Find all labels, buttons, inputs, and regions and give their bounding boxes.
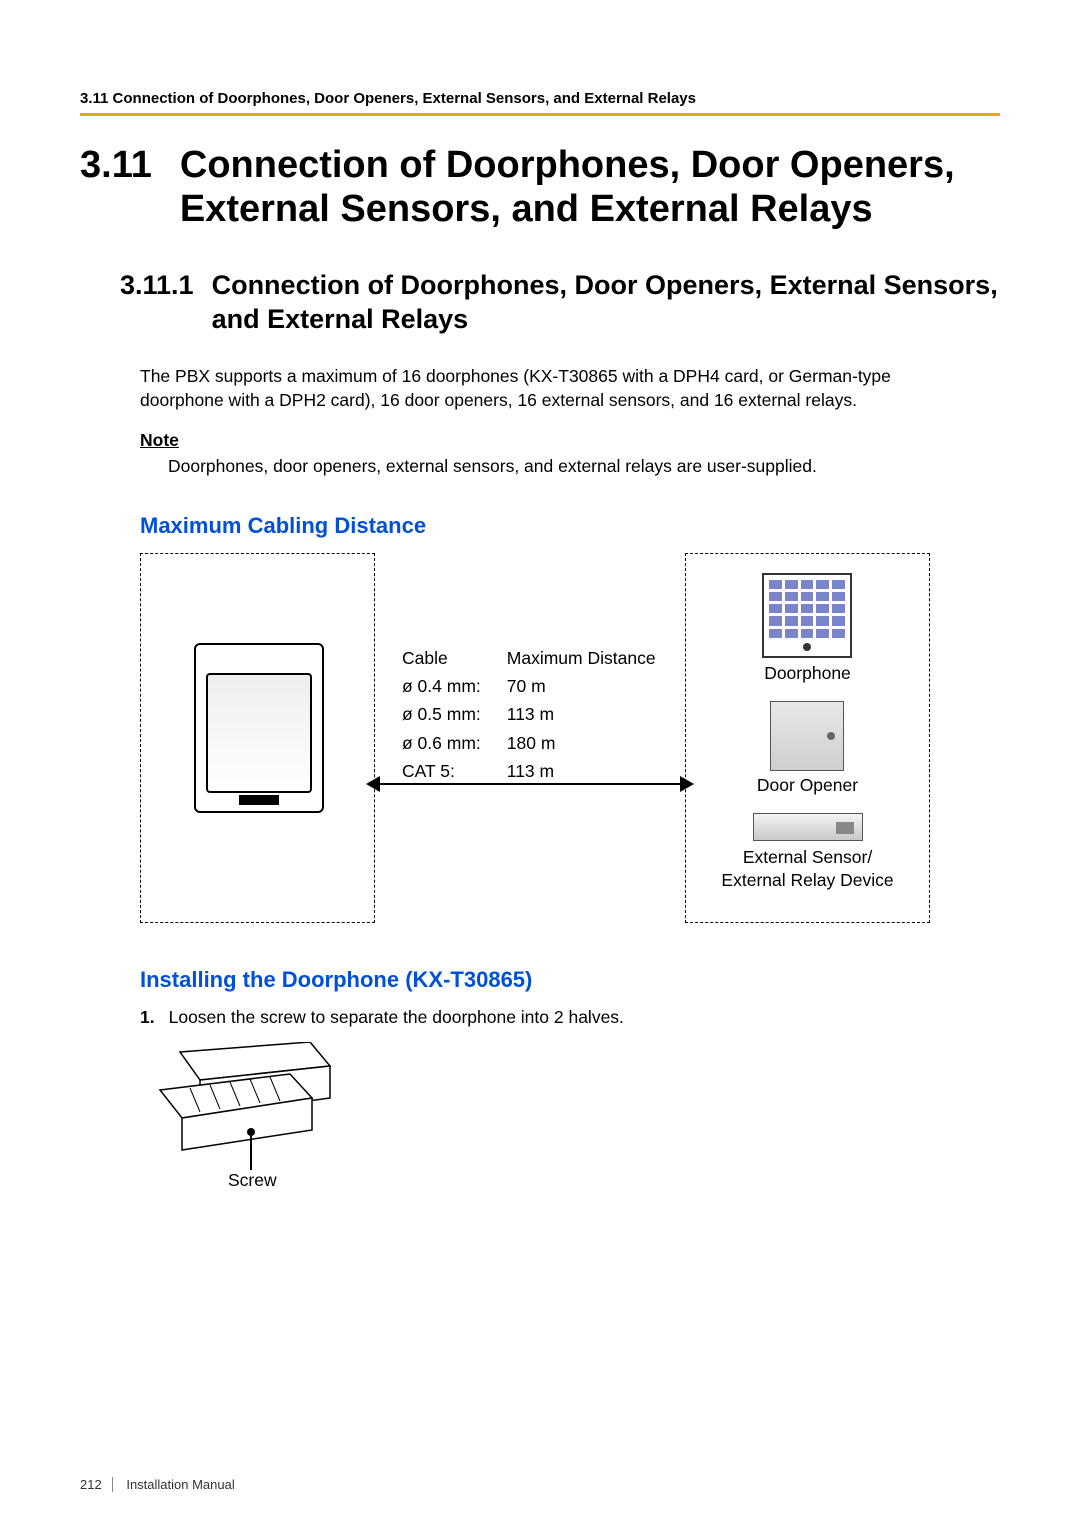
distance-header: Maximum Distance [507,645,680,671]
section-number: 3.11 [80,144,152,188]
subsection-number: 3.11.1 [120,269,194,303]
section-title: 3.11 Connection of Doorphones, Door Open… [80,144,1000,231]
cable-row: CAT 5: [402,758,505,784]
cable-header: Cable [402,645,505,671]
cable-row: ø 0.5 mm: [402,701,505,727]
note-text: Doorphones, door openers, external senso… [168,455,1000,479]
intro-paragraph: The PBX supports a maximum of 16 doorpho… [140,365,960,412]
door-opener-icon [770,701,844,771]
door-opener-label: Door Opener [685,775,930,796]
distance-row: 113 m [507,701,680,727]
doorphone-halves-drawing: Screw [140,1042,340,1202]
pbx-unit-icon [194,643,324,813]
screw-leader-line [250,1136,252,1170]
step-text: Loosen the screw to separate the doorpho… [169,1007,624,1028]
arrow-line [374,783,685,785]
page-footer: 212 Installation Manual [80,1477,235,1492]
installing-heading: Installing the Doorphone (KX-T30865) [140,967,1000,993]
distance-row: 70 m [507,673,680,699]
distance-row: 180 m [507,730,680,756]
cable-row: ø 0.6 mm: [402,730,505,756]
install-step-1: 1. Loosen the screw to separate the door… [140,1007,1000,1028]
running-header: 3.11 Connection of Doorphones, Door Open… [80,90,1000,116]
screw-label: Screw [228,1170,277,1191]
page-number: 212 [80,1477,113,1492]
section-heading-text: Connection of Doorphones, Door Openers, … [180,144,1000,231]
subsection-title: 3.11.1 Connection of Doorphones, Door Op… [120,269,1000,337]
doc-title: Installation Manual [126,1477,234,1492]
cable-distance-table: Cable Maximum Distance ø 0.4 mm: 70 m ø … [400,643,682,786]
step-number: 1. [140,1007,155,1028]
doorphone-icon [762,573,852,658]
distance-row: 113 m [507,758,680,784]
max-cabling-heading: Maximum Cabling Distance [140,513,1000,539]
cable-row: ø 0.4 mm: [402,673,505,699]
external-sensor-icon [753,813,863,841]
doorphone-label: Doorphone [685,663,930,684]
external-sensor-label: External Sensor/ External Relay Device [685,846,930,892]
note-label: Note [140,430,1000,451]
subsection-heading-text: Connection of Doorphones, Door Openers, … [212,269,1000,337]
cabling-diagram: Cable Maximum Distance ø 0.4 mm: 70 m ø … [140,553,1000,933]
